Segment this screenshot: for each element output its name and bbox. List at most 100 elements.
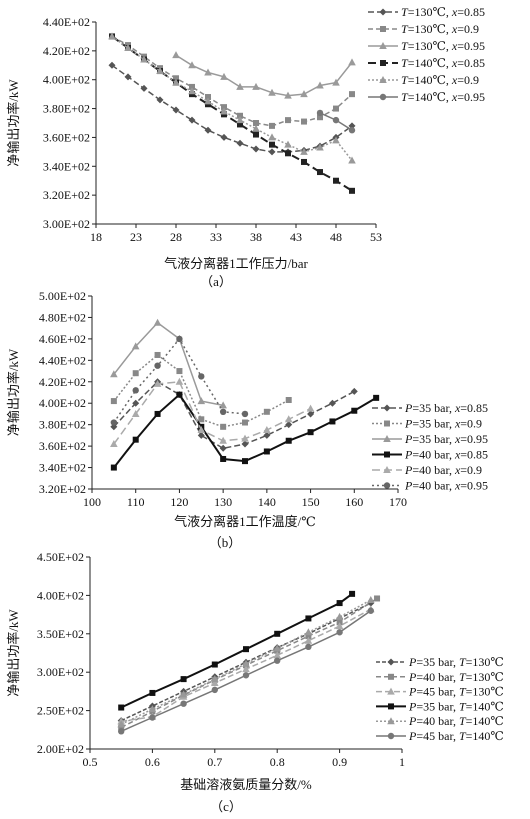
chart-2-series-5-point-legend xyxy=(388,733,394,739)
chart-1-legend: P=35 bar, x=0.85P=35 bar, x=0.9P=35 bar,… xyxy=(372,401,488,493)
chart-0-series-0-point-10 xyxy=(269,148,276,155)
chart-2-series-3-point-8 xyxy=(349,591,355,597)
chart-1-series-3-point-9 xyxy=(308,429,314,435)
chart-2: 2.00E+02 2.50E+02 3.00E+02 3.50E+02 4.00E+02… xyxy=(6,550,504,814)
chart-1-xlabel: 气液分离器1工作温度/℃ xyxy=(174,514,316,529)
chart-0-xtick-label: 38 xyxy=(250,230,262,244)
chart-1-ytick-label: 3.20E+02 xyxy=(39,482,86,496)
chart-2-xtick-label: 0.8 xyxy=(270,755,285,769)
chart-2-xlabel: 基础溶液氨质量分数/% xyxy=(180,777,312,792)
chart-1-series-0-point-5 xyxy=(220,445,227,452)
chart-0-series-4-point-10 xyxy=(268,133,276,140)
chart-0-series-2-point-1 xyxy=(188,61,196,68)
chart-1-series-3-point-6 xyxy=(242,458,248,464)
chart-1-series-1-point-1 xyxy=(133,370,139,376)
chart-0-series-0-line xyxy=(112,65,352,152)
chart-0-legend-label-0: T=130℃, x=0.85 xyxy=(401,5,485,19)
chart-1-series-0-line xyxy=(114,382,354,449)
chart-2-legend-label-3: P=35 bar, T=140℃ xyxy=(408,699,504,713)
chart-0-series-1-point-14 xyxy=(333,106,339,112)
chart-2-series-5-point-0 xyxy=(118,728,124,734)
chart-0-series-1-point-10 xyxy=(269,123,275,129)
chart-2-ytick-label: 4.50E+02 xyxy=(37,550,84,564)
chart-1-series-1-line xyxy=(114,355,289,427)
chart-0-series-4-line xyxy=(112,36,352,160)
chart-2-series-4-point-7 xyxy=(336,613,344,620)
chart-1-ytick-label: 3.80E+02 xyxy=(39,418,86,432)
chart-2-series-5-point-7 xyxy=(336,629,342,635)
chart-2-series-5-point-4 xyxy=(243,672,249,678)
chart-1-series-1-point-7 xyxy=(264,409,270,415)
chart-0-caption: （a） xyxy=(200,274,232,289)
chart-2-series-5-point-2 xyxy=(180,700,186,706)
chart-2-series-3-point-5 xyxy=(274,631,280,637)
chart-1-legend-label-2: P=35 bar, x=0.95 xyxy=(404,432,488,446)
chart-1-series-5-point-2 xyxy=(154,362,160,368)
chart-2-xtick-label: 0.5 xyxy=(83,755,98,769)
chart-2-ylabel: 净输出功率/kW xyxy=(6,609,21,697)
chart-0-series-0-point-8 xyxy=(237,140,244,147)
chart-0-series-2-point-11 xyxy=(348,58,356,65)
chart-0-series-3-point-13 xyxy=(317,169,323,175)
chart-0-legend-label-4: T=140℃, x=0.9 xyxy=(401,73,479,87)
chart-2-caption: （c） xyxy=(210,799,242,814)
chart-2-series-5-point-1 xyxy=(149,714,155,720)
chart-0-series-0-point-6 xyxy=(205,127,212,134)
chart-1-series-1-point-4 xyxy=(198,416,204,422)
chart-1-ytick-label: 4.00E+02 xyxy=(39,396,86,410)
chart-2-series-3-point-4 xyxy=(243,646,249,652)
chart-1-xtick-label: 100 xyxy=(83,495,101,509)
chart-2-series-3-point-6 xyxy=(305,615,311,621)
chart-2-series-5-point-8 xyxy=(368,608,374,614)
chart-1-series-5-point-legend xyxy=(384,482,390,488)
chart-1-series-2-point-2 xyxy=(154,319,162,326)
chart-1-series-3-point-12 xyxy=(373,395,379,401)
chart-1-series-4-point-3 xyxy=(176,378,184,385)
chart-1-series-5-point-1 xyxy=(133,387,139,393)
chart-1-series-2-line xyxy=(114,323,223,406)
chart-2-series-3-line xyxy=(121,594,352,708)
chart-0-xtick-label: 53 xyxy=(370,230,382,244)
chart-1-series-5-point-6 xyxy=(242,411,248,417)
chart-1-ytick-label: 3.40E+02 xyxy=(39,461,86,475)
chart-0-ylabel: 净输出功率/kW xyxy=(6,79,21,167)
chart-1-ylabel: 净输出功率/kW xyxy=(6,348,21,436)
chart-1-legend-label-1: P=35 bar, x=0.9 xyxy=(404,417,482,431)
chart-0-series-3-point-12 xyxy=(301,159,307,165)
chart-1-ytick-label: 3.60E+02 xyxy=(39,439,86,453)
chart-1-series-1-point-5 xyxy=(220,424,226,430)
chart-1-series-3-point-1 xyxy=(133,437,139,443)
chart-1-series-5-point-5 xyxy=(220,409,226,415)
chart-0-series-2-line xyxy=(176,55,352,95)
chart-0-series-4-point-12 xyxy=(300,148,308,155)
chart-0-series-3-point-legend xyxy=(380,60,386,66)
chart-1-series-5-point-3 xyxy=(176,336,182,342)
chart-1-caption: （b） xyxy=(209,535,242,550)
chart-1-xtick-label: 120 xyxy=(170,495,188,509)
chart-2-series-3-point-0 xyxy=(118,705,124,711)
chart-1-series-3-point-10 xyxy=(329,418,335,424)
chart-2-xtick-label: 0.6 xyxy=(145,755,160,769)
chart-2-series-3-point-3 xyxy=(212,662,218,668)
chart-1-series-1-point-6 xyxy=(242,420,248,426)
chart-2-legend-label-4: P=40 bar, T=140℃ xyxy=(408,714,504,728)
chart-2-series-3-point-2 xyxy=(181,676,187,682)
chart-0-series-0-point-7 xyxy=(221,134,228,141)
chart-0-series-0-point-5 xyxy=(189,117,196,124)
chart-0-series-1-point-15 xyxy=(349,91,355,97)
chart-0-series-2-point-0 xyxy=(172,51,180,58)
chart-0-legend-label-3: T=140℃, x=0.85 xyxy=(401,56,485,70)
chart-1-legend-label-4: P=40 bar, x=0.9 xyxy=(404,463,482,477)
chart-2-legend: P=35 bar, T=130℃P=40 bar, T=130℃P=45 bar… xyxy=(376,655,504,743)
chart-0-series-0-point-9 xyxy=(253,145,260,152)
chart-0-series-3-point-9 xyxy=(253,132,259,138)
chart-0-legend-label-1: T=130℃, x=0.9 xyxy=(401,22,479,36)
chart-0-series-1-point-11 xyxy=(285,117,291,123)
chart-0-series-3-point-15 xyxy=(349,188,355,194)
chart-2-series-5-point-6 xyxy=(305,644,311,650)
chart-2-series-3-point-1 xyxy=(149,690,155,696)
chart-0-legend-label-2: T=130℃, x=0.95 xyxy=(401,39,485,53)
chart-1-series-1-point-legend xyxy=(384,421,390,427)
chart-1-series-2-point-4 xyxy=(197,397,205,404)
chart-1-legend-label-3: P=40 bar, x=0.85 xyxy=(404,448,488,462)
